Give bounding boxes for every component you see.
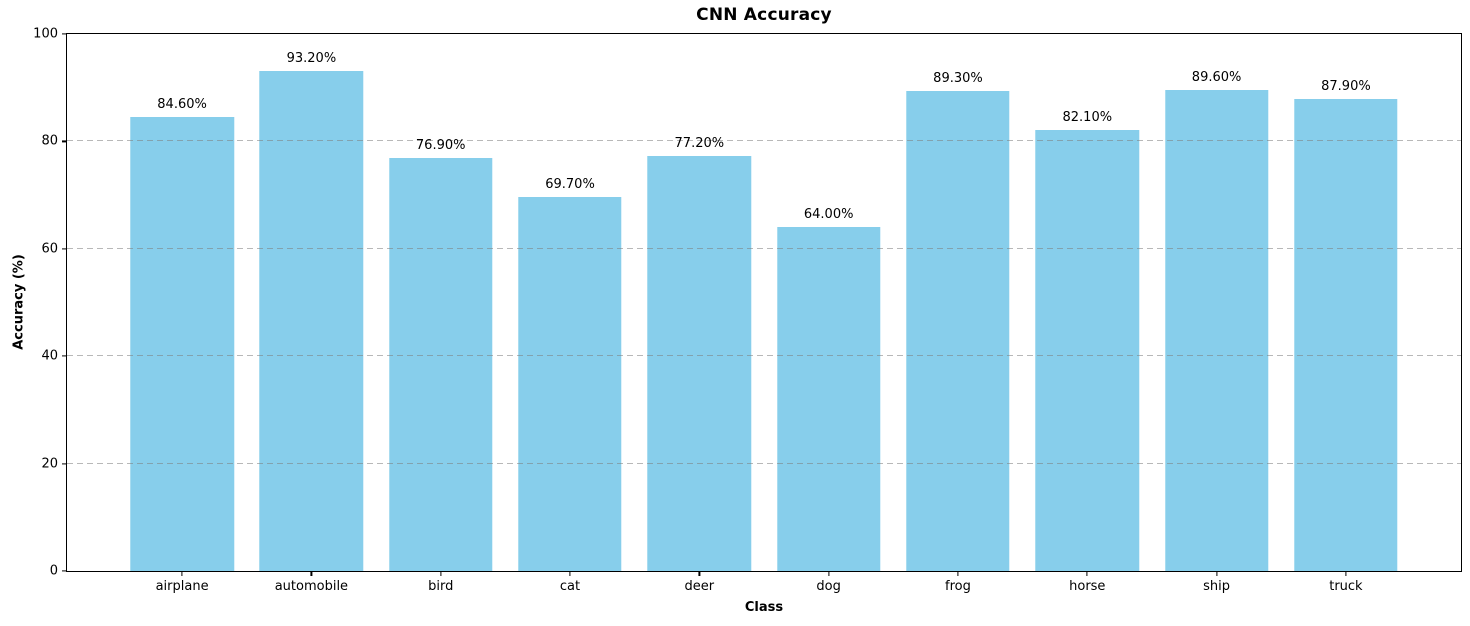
bar xyxy=(388,158,493,571)
bar xyxy=(1294,98,1398,571)
x-tick-mark xyxy=(569,571,571,576)
x-tick-label: bird xyxy=(428,579,454,594)
bar-value-label: 69.70% xyxy=(545,176,595,192)
y-tick-mark xyxy=(62,140,67,142)
bar-value-label: 89.30% xyxy=(933,71,983,87)
x-tick-mark xyxy=(698,571,700,576)
bar-value-label: 64.00% xyxy=(803,207,854,223)
bar xyxy=(776,227,881,571)
bar-value-label: 87.90% xyxy=(1321,78,1371,94)
bar xyxy=(1164,89,1269,571)
x-tick-mark xyxy=(310,571,312,576)
bar-value-label: 89.60% xyxy=(1191,69,1242,85)
bar-value-label: 82.10% xyxy=(1062,110,1113,126)
y-tick-label: 80 xyxy=(41,133,58,149)
bar xyxy=(647,156,752,571)
x-tick-mark xyxy=(181,571,183,576)
bar-value-label: 77.20% xyxy=(674,136,725,152)
y-tick-label: 60 xyxy=(41,241,58,257)
x-tick-label: frog xyxy=(945,579,971,594)
x-tick-label: deer xyxy=(684,579,715,594)
x-tick-label: ship xyxy=(1203,579,1231,594)
x-tick-mark xyxy=(828,571,830,576)
y-tick-mark xyxy=(62,33,67,35)
x-tick-mark xyxy=(440,571,442,576)
bar xyxy=(518,196,622,571)
x-tick-mark xyxy=(957,571,959,576)
bar xyxy=(259,70,364,571)
x-tick-label: truck xyxy=(1329,579,1363,594)
x-tick-mark xyxy=(1216,571,1218,576)
x-tick-mark xyxy=(1345,571,1347,576)
y-tick-label: 20 xyxy=(41,456,58,472)
bar-value-label: 84.60% xyxy=(157,96,207,112)
bar xyxy=(1035,130,1139,571)
y-tick-mark xyxy=(62,248,67,250)
bar-value-label: 93.20% xyxy=(286,50,337,66)
y-tick-label: 40 xyxy=(41,348,58,364)
x-tick-label: automobile xyxy=(274,579,349,594)
chart-title: CNN Accuracy xyxy=(696,5,832,25)
x-tick-label: airplane xyxy=(155,579,209,594)
bar xyxy=(130,116,234,571)
bar xyxy=(906,91,1010,571)
y-tick-mark xyxy=(62,463,67,465)
y-tick-mark xyxy=(62,570,67,572)
x-axis-label: Class xyxy=(744,600,784,615)
x-tick-label: cat xyxy=(559,579,581,594)
y-tick-mark xyxy=(62,355,67,357)
x-tick-label: dog xyxy=(816,579,841,594)
y-axis-label: Accuracy (%) xyxy=(11,254,27,350)
y-tick-label: 0 xyxy=(49,563,58,579)
y-tick-label: 100 xyxy=(33,26,58,42)
plot-area: 84.60% airplane 93.20% automobile 76.90% bird… xyxy=(33,27,1462,594)
bar-value-label: 76.90% xyxy=(415,138,466,154)
x-tick-mark xyxy=(1086,571,1088,576)
x-tick-label: horse xyxy=(1069,579,1106,594)
